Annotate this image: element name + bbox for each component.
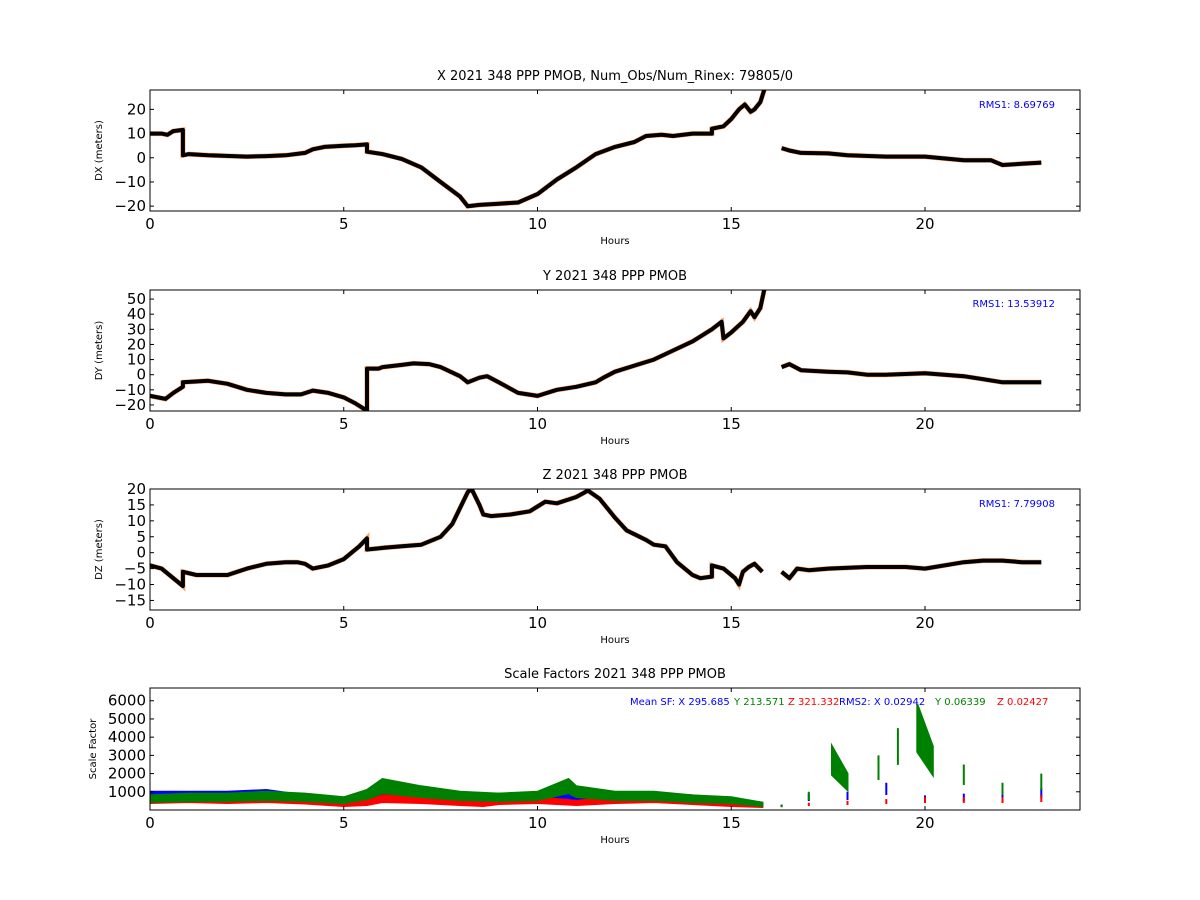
x-tick-label: 0 (145, 415, 155, 433)
series-line (780, 362, 1042, 385)
y-tick-label: 0 (136, 366, 146, 384)
y-tick-label: 3000 (108, 746, 146, 764)
x-tick-label: 5 (339, 215, 349, 233)
x-tick-label: 0 (145, 215, 155, 233)
rms-annotation: RMS1: 13.53912 (972, 299, 1055, 310)
rms-annotation: RMS1: 8.69769 (979, 100, 1055, 111)
x-tick-label: 5 (339, 614, 349, 632)
y-tick-label: 15 (127, 496, 146, 514)
y-tick-label: 10 (127, 351, 146, 369)
x-tick-label: 20 (915, 814, 934, 832)
plot-frame (149, 687, 1081, 811)
plot-area (150, 90, 1042, 209)
series-line (150, 290, 767, 411)
y-tick-label: −10 (114, 381, 146, 399)
y-tick-label: 10 (127, 512, 146, 530)
plot-area (150, 489, 1042, 592)
y-tick-label: 20 (127, 100, 146, 118)
y-tick-label: 1000 (108, 783, 146, 801)
x-tick-label: 0 (145, 614, 155, 632)
subplot-title: Y 2021 348 PPP PMOB (542, 269, 687, 284)
x-axis-label: Hours (600, 835, 629, 846)
y-tick-label: −10 (114, 576, 146, 594)
y-axis-label: DX (meters) (94, 120, 105, 181)
outlier-halo (150, 90, 767, 209)
x-tick-label: 10 (528, 614, 547, 632)
scale-factor-annotation: Y 213.571 (733, 697, 785, 708)
subplot-1: 0 5 10 15 20 20 10 0 −10 −20 X 2021 348 PPP PMOB, … (94, 69, 1081, 247)
x-tick-label: 15 (722, 814, 741, 832)
subplot-title: Z 2021 348 PPP PMOB (542, 468, 687, 483)
plot-area (150, 704, 1043, 809)
x-tick-label: 10 (528, 415, 547, 433)
y-tick-label: 6000 (108, 692, 146, 710)
y-tick-label: 20 (127, 335, 146, 353)
x-tick-label: 5 (339, 415, 349, 433)
y-tick-label: 0 (136, 149, 146, 167)
y-axis-label: DY (meters) (94, 321, 105, 381)
x-tick-label: 0 (145, 814, 155, 832)
x-tick-label: 20 (915, 614, 934, 632)
x-axis-label: Hours (600, 635, 629, 646)
series-band (831, 742, 849, 793)
y-tick-label: 5 (136, 528, 146, 546)
scale-factor-annotation: RMS2: X 0.02942 (839, 697, 925, 708)
scale-factor-annotation: Z 0.02427 (997, 697, 1048, 708)
y-tick-label: −20 (114, 396, 146, 414)
series-band (916, 704, 934, 779)
series-line (150, 489, 764, 589)
x-axis-label: Hours (600, 436, 629, 447)
series-line (780, 558, 1042, 581)
y-axis-label: DZ (meters) (94, 519, 105, 580)
x-tick-label: 20 (915, 415, 934, 433)
scale-factor-annotation: Mean SF: X 295.685 (630, 697, 730, 708)
y-tick-label: 30 (127, 320, 146, 338)
y-tick-label: 20 (127, 480, 146, 498)
y-tick-label: 40 (127, 305, 146, 323)
series-band (150, 777, 764, 808)
y-tick-label: 5000 (108, 710, 146, 728)
y-tick-label: −10 (114, 173, 146, 191)
y-tick-label: −15 (114, 591, 146, 609)
y-tick-label: 50 (127, 290, 146, 308)
subplot-title: X 2021 348 PPP PMOB, Num_Obs/Num_Rinex: … (437, 69, 793, 84)
subplot-title: Scale Factors 2021 348 PPP PMOB (504, 667, 726, 682)
x-tick-label: 5 (339, 814, 349, 832)
x-tick-label: 15 (722, 415, 741, 433)
plot-area (150, 290, 1042, 411)
y-tick-label: −20 (114, 197, 146, 215)
y-tick-label: 4000 (108, 728, 146, 746)
series-line (150, 90, 767, 209)
x-tick-label: 20 (915, 215, 934, 233)
x-tick-label: 15 (722, 215, 741, 233)
x-tick-label: 10 (528, 215, 547, 233)
x-axis-label: Hours (600, 236, 629, 247)
plot-frame (149, 289, 1081, 412)
plot-frame (149, 89, 1081, 212)
series-line (781, 146, 1042, 167)
y-tick-label: 0 (136, 544, 146, 562)
x-tick-label: 10 (528, 814, 547, 832)
y-tick-label: −5 (124, 560, 146, 578)
y-tick-label: 2000 (108, 765, 146, 783)
scale-factor-annotation: Y 0.06339 (934, 697, 986, 708)
x-tick-label: 15 (722, 614, 741, 632)
rms-annotation: RMS1: 7.79908 (979, 499, 1055, 510)
plot-frame (149, 488, 1081, 611)
y-axis-label: Scale Factor (88, 718, 99, 780)
scale-factor-annotation: Z 321.332 (788, 697, 839, 708)
y-tick-label: 10 (127, 125, 146, 143)
